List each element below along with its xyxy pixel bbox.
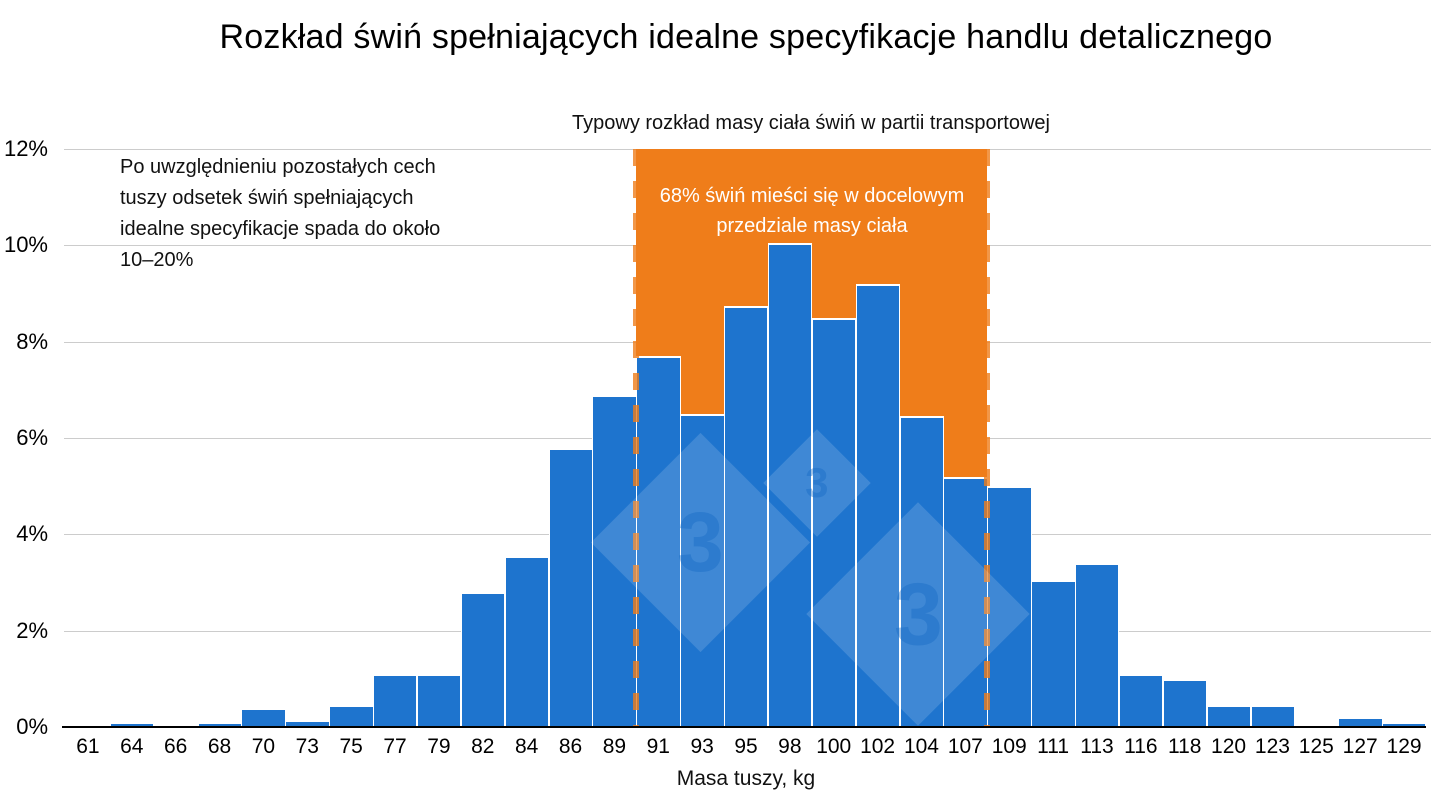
bar-75 bbox=[329, 705, 374, 727]
y-tick-label: 6% bbox=[16, 425, 48, 450]
bar-120 bbox=[1206, 705, 1251, 727]
x-tick-label: 93 bbox=[690, 735, 714, 758]
highlight-boundary-left bbox=[633, 149, 640, 727]
x-tick-label: 73 bbox=[295, 735, 319, 758]
bar-98 bbox=[767, 242, 813, 727]
x-tick-label: 77 bbox=[383, 735, 407, 758]
x-tick-label: 70 bbox=[251, 735, 276, 758]
x-tick-label: 104 bbox=[903, 735, 939, 758]
x-tick-label: 64 bbox=[120, 735, 144, 758]
highlight-boundary-right bbox=[984, 149, 991, 727]
bar-91 bbox=[636, 356, 681, 727]
bar-100 bbox=[811, 317, 857, 727]
x-tick-label: 125 bbox=[1298, 735, 1334, 758]
highlight-label: 68% świń mieści się w docelowym przedzia… bbox=[659, 185, 965, 237]
y-tick-label: 2% bbox=[16, 617, 48, 643]
x-tick-label: 129 bbox=[1386, 735, 1422, 758]
x-tick-label: 91 bbox=[646, 735, 670, 758]
bar-82 bbox=[460, 592, 506, 727]
x-tick-label: 109 bbox=[991, 735, 1027, 758]
chart-subtitle: Typowy rozkład masy ciała świń w partii … bbox=[572, 112, 1050, 134]
x-tick-label: 75 bbox=[339, 735, 363, 758]
bar-86 bbox=[548, 447, 593, 727]
bar-79 bbox=[416, 674, 462, 727]
bar-77 bbox=[373, 674, 418, 727]
x-tick-label: 82 bbox=[471, 735, 495, 758]
x-tick-label: 120 bbox=[1211, 735, 1247, 758]
x-tick-label: 102 bbox=[860, 735, 896, 758]
bar-102 bbox=[855, 283, 901, 727]
x-tick-label: 111 bbox=[1037, 735, 1070, 758]
bar-116 bbox=[1118, 674, 1164, 727]
x-axis-line bbox=[62, 726, 1426, 728]
x-tick-label: 95 bbox=[734, 735, 758, 758]
bar-111 bbox=[1031, 580, 1076, 727]
x-tick-label: 89 bbox=[602, 735, 627, 758]
bar-109 bbox=[987, 486, 1032, 727]
x-tick-label: 79 bbox=[427, 735, 451, 758]
bar-123 bbox=[1250, 705, 1295, 727]
bar-118 bbox=[1162, 678, 1208, 727]
chart-title: Rozkład świń spełniających idealne specy… bbox=[219, 18, 1273, 56]
x-tick-label: 107 bbox=[947, 735, 983, 758]
y-tick-label: 4% bbox=[16, 521, 48, 547]
x-tick-label: 113 bbox=[1080, 735, 1114, 758]
y-tick-label: 0% bbox=[16, 714, 48, 739]
y-tick-label: 12% bbox=[3, 136, 48, 161]
x-tick-label: 116 bbox=[1124, 735, 1158, 758]
x-tick-label: 118 bbox=[1167, 735, 1202, 758]
x-tick-label: 68 bbox=[207, 735, 232, 758]
x-tick-label: 84 bbox=[514, 735, 539, 758]
bar-89 bbox=[592, 394, 637, 727]
bar-84 bbox=[504, 556, 550, 727]
bar-95 bbox=[724, 305, 769, 727]
x-tick-label: 100 bbox=[816, 735, 852, 758]
x-tick-label: 98 bbox=[778, 735, 802, 758]
bar-107 bbox=[943, 476, 988, 727]
x-tick-label: 61 bbox=[76, 735, 100, 758]
y-tick-label: 10% bbox=[3, 232, 48, 258]
bar-104 bbox=[899, 416, 944, 727]
bar-70 bbox=[241, 707, 286, 727]
x-tick-label: 66 bbox=[163, 735, 188, 758]
x-tick-label: 127 bbox=[1342, 735, 1378, 758]
bar-93 bbox=[680, 413, 725, 727]
x-tick-label: 86 bbox=[558, 735, 583, 758]
bar-113 bbox=[1075, 563, 1120, 727]
x-tick-label: 123 bbox=[1254, 735, 1290, 758]
annotation-note: Po uwzględnieniu pozostałych cech tuszy … bbox=[120, 156, 441, 271]
y-tick-label: 8% bbox=[16, 328, 48, 354]
x-axis-title: Masa tuszy, kg bbox=[676, 767, 816, 790]
